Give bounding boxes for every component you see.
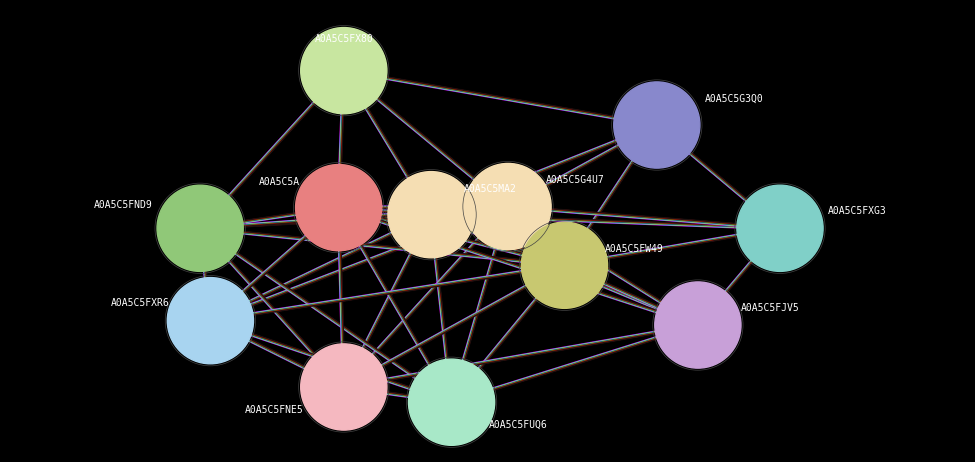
Ellipse shape — [465, 164, 551, 249]
Text: A0A5C5FX80: A0A5C5FX80 — [315, 34, 373, 44]
Ellipse shape — [522, 222, 607, 308]
Ellipse shape — [613, 82, 700, 168]
Ellipse shape — [295, 164, 382, 251]
Text: A0A5C5G3Q0: A0A5C5G3Q0 — [705, 94, 763, 104]
Text: A0A5C5FND9: A0A5C5FND9 — [94, 201, 152, 211]
Text: A0A5C5G4U7: A0A5C5G4U7 — [545, 176, 604, 185]
Text: A0A5C5MA2: A0A5C5MA2 — [464, 183, 517, 194]
Ellipse shape — [388, 171, 474, 258]
Text: A0A5C5FJV5: A0A5C5FJV5 — [740, 303, 799, 313]
Ellipse shape — [655, 282, 741, 368]
Ellipse shape — [157, 185, 243, 271]
Text: A0A5C5FNE5: A0A5C5FNE5 — [245, 405, 303, 415]
Text: A0A5C5FW49: A0A5C5FW49 — [604, 244, 664, 254]
Ellipse shape — [409, 359, 494, 445]
Ellipse shape — [300, 28, 387, 114]
Ellipse shape — [300, 344, 387, 430]
Ellipse shape — [168, 278, 254, 364]
Text: A0A5C5A: A0A5C5A — [258, 176, 299, 187]
Ellipse shape — [737, 185, 823, 271]
Text: A0A5C5FUQ6: A0A5C5FUQ6 — [488, 420, 548, 430]
Text: A0A5C5FXR6: A0A5C5FXR6 — [111, 298, 170, 308]
Text: A0A5C5FXG3: A0A5C5FXG3 — [828, 206, 886, 216]
